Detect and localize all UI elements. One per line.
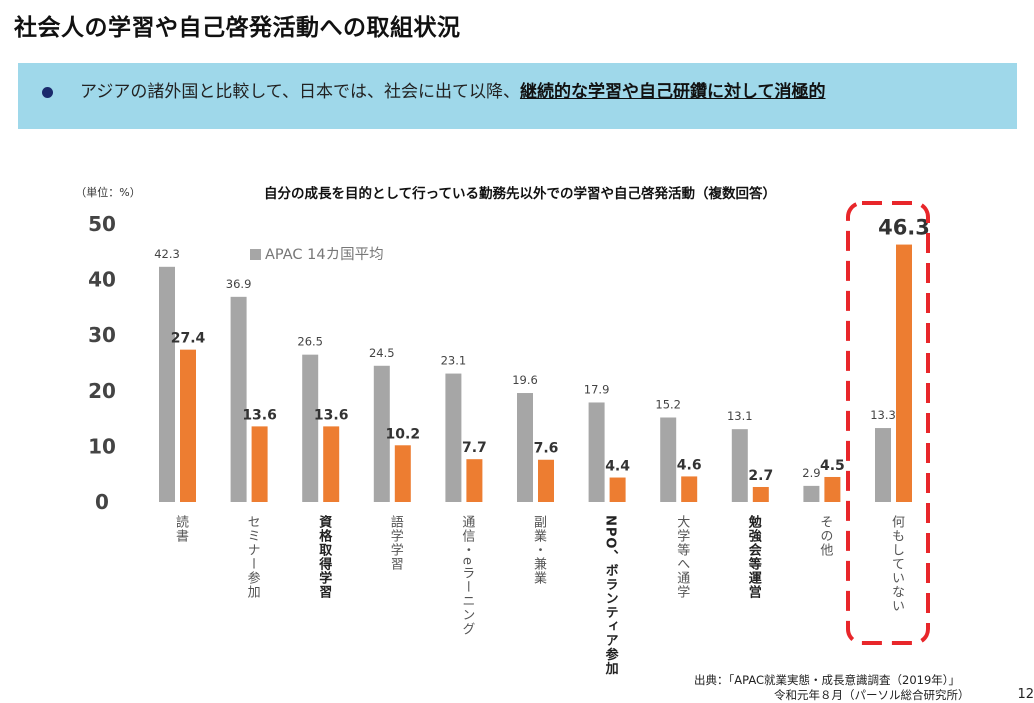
bar-japan bbox=[609, 477, 626, 502]
x-category-label: その他 bbox=[817, 515, 833, 557]
bar-japan bbox=[896, 244, 912, 502]
source-citation: 出典：「APAC就業実態・成長意識調査（2019年）」 bbox=[694, 673, 961, 687]
bar-japan bbox=[752, 486, 769, 502]
value-label-japan: 10.2 bbox=[386, 426, 421, 442]
bar-japan bbox=[538, 459, 554, 502]
x-category-label: NPO、ボランティア参加 bbox=[602, 515, 618, 676]
value-label-apac: 23.1 bbox=[441, 354, 467, 368]
value-label-apac: 2.9 bbox=[802, 466, 820, 480]
value-label-apac: 24.5 bbox=[369, 346, 395, 360]
legend-label-apac: APAC 14カ国平均 bbox=[265, 246, 384, 263]
bar-apac bbox=[731, 429, 748, 502]
highlight-box bbox=[846, 201, 930, 645]
x-category-label: 勉強会等運営 bbox=[745, 515, 761, 599]
value-label-apac: 13.3 bbox=[870, 408, 896, 422]
y-tick-label: 40 bbox=[88, 268, 116, 292]
banner-lead-text: アジアの諸外国と比較して、日本では、社会に出て以降、 bbox=[80, 82, 520, 102]
value-label-apac: 42.3 bbox=[154, 247, 180, 261]
legend-swatch-apac bbox=[250, 249, 261, 260]
chart-title: 自分の成長を目的として行っている勤務先以外での学習や自己啓発活動（複数回答） bbox=[264, 185, 776, 202]
value-label-japan: 7.6 bbox=[534, 441, 559, 457]
bullet-icon bbox=[42, 87, 53, 98]
bar-apac bbox=[875, 428, 891, 502]
x-category-label: 通信・eラーニング bbox=[459, 515, 475, 636]
bar-japan bbox=[251, 426, 268, 502]
bar-apac bbox=[302, 354, 319, 502]
bar-japan bbox=[466, 459, 483, 502]
x-category-label: 資格取得学習 bbox=[316, 515, 332, 599]
banner-emphasis-text: 継続的な学習や自己研鑽に対して消極的 bbox=[519, 82, 826, 102]
value-label-japan: 4.5 bbox=[820, 458, 845, 474]
value-label-apac: 36.9 bbox=[226, 277, 252, 291]
bar-japan bbox=[394, 445, 411, 502]
x-category-label: 副業・兼業 bbox=[531, 515, 546, 585]
x-category-label: セミナー参加 bbox=[244, 515, 260, 599]
value-label-japan: 4.4 bbox=[605, 459, 630, 475]
source-publisher: 令和元年８月（パーソル総合研究所） bbox=[774, 688, 970, 702]
bar-japan bbox=[824, 476, 841, 502]
value-label-japan: 4.6 bbox=[677, 457, 702, 473]
value-label-apac: 17.9 bbox=[584, 382, 610, 396]
value-label-japan: 7.7 bbox=[462, 440, 487, 456]
value-label-apac: 19.6 bbox=[512, 373, 538, 387]
y-tick-label: 20 bbox=[88, 379, 116, 403]
bar-japan bbox=[323, 426, 340, 502]
bar-apac bbox=[373, 365, 390, 502]
page-number: 12 bbox=[1017, 687, 1034, 702]
banner-text: アジアの諸外国と比較して、日本では、社会に出て以降、継続的な学習や自己研鑽に対し… bbox=[80, 77, 825, 102]
legend: APAC 14カ国平均 bbox=[250, 246, 384, 263]
y-tick-label: 30 bbox=[88, 323, 116, 347]
unit-label: （単位：%） bbox=[75, 185, 140, 199]
bar-apac bbox=[230, 296, 247, 502]
bar-apac bbox=[588, 402, 605, 502]
value-labels: 42.3 27.4 36.9 13.6 26.5 13.6 24.5 10.2 23.1 7.7 1… bbox=[154, 216, 930, 484]
bar-apac bbox=[660, 417, 677, 502]
y-tick-label: 10 bbox=[88, 434, 116, 458]
value-label-japan: 46.3 bbox=[878, 216, 930, 240]
y-tick-label: 0 bbox=[95, 490, 109, 514]
summary-banner: アジアの諸外国と比較して、日本では、社会に出て以降、継続的な学習や自己研鑽に対し… bbox=[18, 63, 1017, 129]
x-category-label: 大学等へ通学 bbox=[674, 515, 690, 599]
bar-apac bbox=[803, 485, 820, 502]
value-label-apac: 26.5 bbox=[297, 335, 323, 349]
page-title: 社会人の学習や自己啓発活動への取組状況 bbox=[14, 15, 461, 41]
value-label-japan: 13.6 bbox=[314, 407, 349, 423]
value-label-apac: 13.1 bbox=[727, 409, 753, 423]
x-category-label: 読書 bbox=[173, 515, 188, 543]
bar-apac bbox=[445, 373, 462, 502]
x-category-label: 語学学習 bbox=[387, 515, 403, 571]
bar-apac bbox=[517, 393, 533, 502]
bar-apac bbox=[159, 266, 175, 502]
bar-japan bbox=[180, 349, 196, 502]
value-label-japan: 27.4 bbox=[171, 331, 206, 347]
value-label-apac: 15.2 bbox=[655, 397, 681, 411]
bar-group bbox=[159, 244, 912, 502]
value-label-japan: 13.6 bbox=[242, 407, 277, 423]
value-label-japan: 2.7 bbox=[748, 468, 773, 484]
bar-japan bbox=[681, 476, 698, 502]
y-axis: 0 10 20 30 40 50 bbox=[88, 212, 116, 514]
x-category-label: 何もしていない bbox=[889, 515, 904, 613]
y-tick-label: 50 bbox=[88, 212, 116, 236]
